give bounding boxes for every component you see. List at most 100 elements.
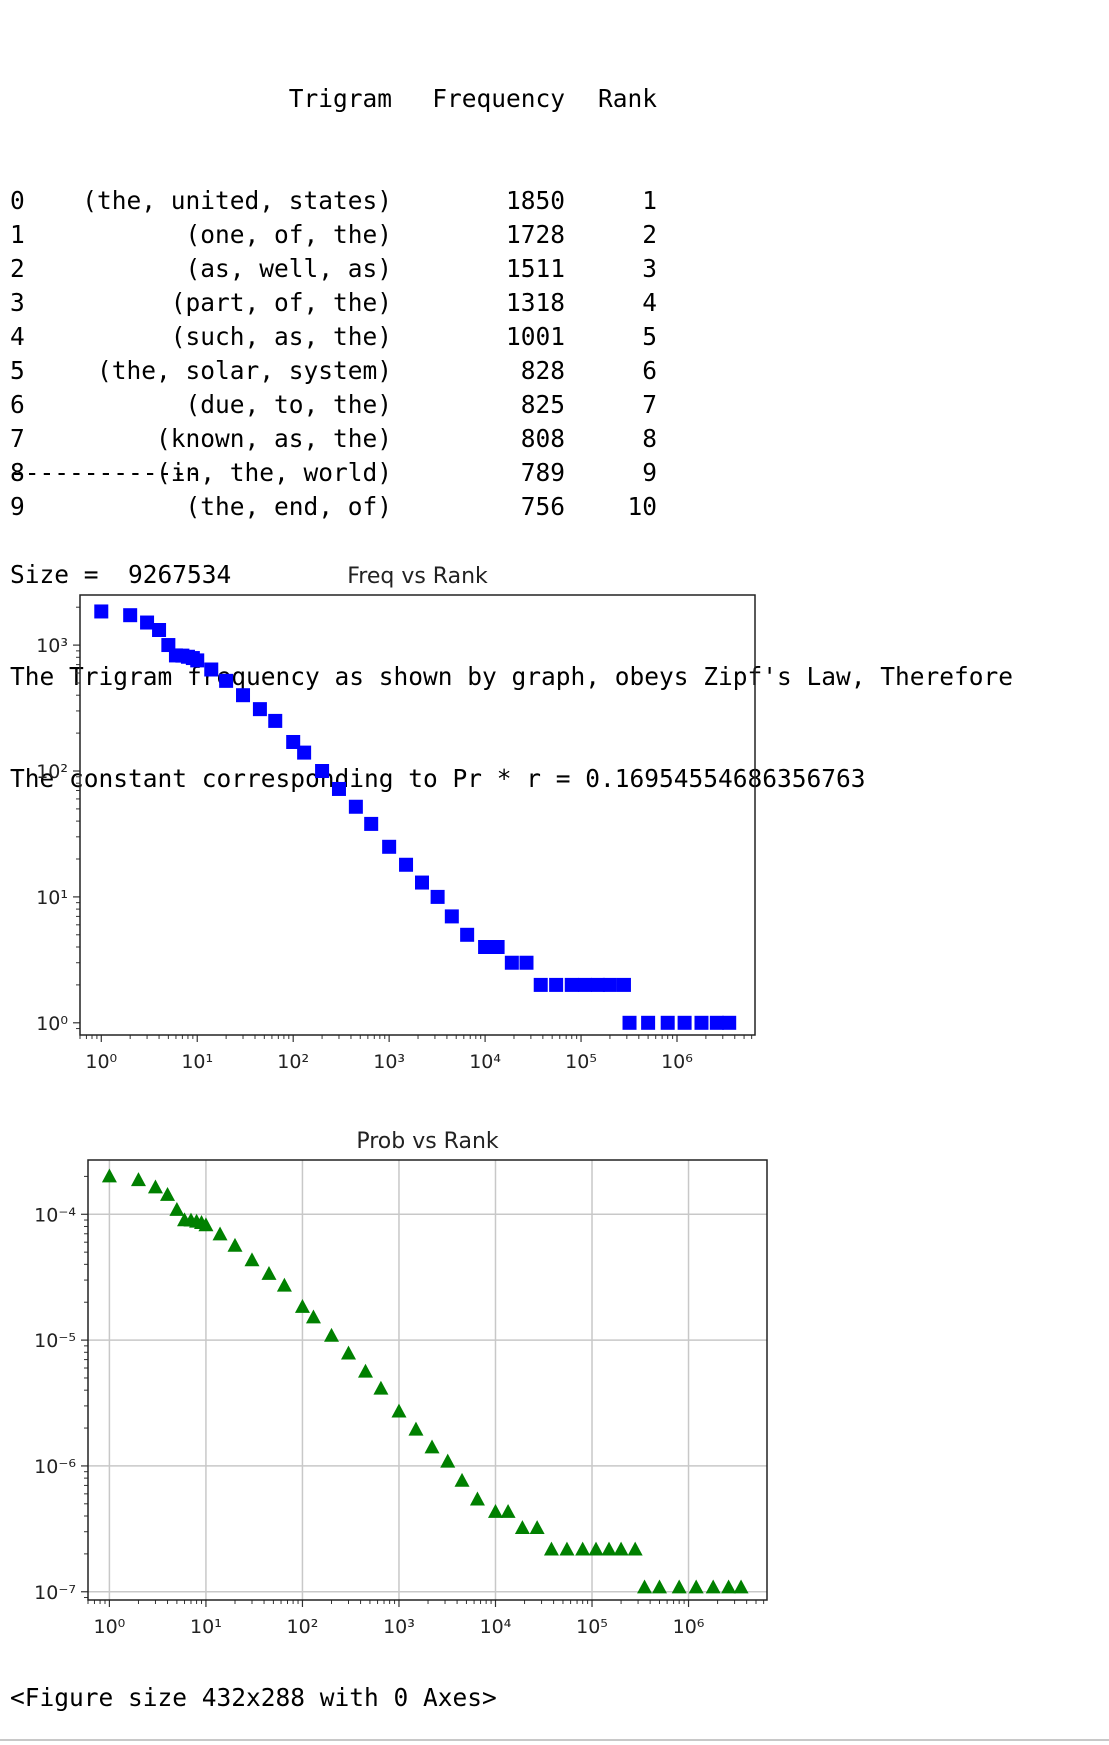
table-cell-rank: 8 xyxy=(642,424,657,453)
data-point xyxy=(341,1345,357,1360)
data-point xyxy=(722,1015,737,1030)
table-row: 2 (as, well, as) 1511 3 xyxy=(10,252,657,286)
data-point xyxy=(622,1015,637,1030)
data-point xyxy=(373,1380,389,1395)
data-point xyxy=(440,1453,456,1468)
x-tick-label: 10⁶ xyxy=(661,1051,693,1073)
figure-size-note: <Figure size 432x288 with 0 Axes> xyxy=(10,1683,497,1712)
data-point xyxy=(478,940,493,954)
data-point xyxy=(613,1541,629,1556)
data-point xyxy=(190,653,205,668)
data-point xyxy=(500,1503,516,1518)
table-row: 3 (part, of, the) 1318 4 xyxy=(10,286,657,320)
plot-frame xyxy=(79,594,756,1036)
x-tick-label: 10⁰ xyxy=(85,1051,117,1073)
x-tick-label: 10⁰ xyxy=(94,1616,126,1638)
data-point xyxy=(261,1265,277,1280)
table-cell-frequency: 789 xyxy=(520,458,565,487)
table-row: 0 (the, united, states) 1850 1 xyxy=(10,184,657,218)
table-row: 1 (one, of, the) 1728 2 xyxy=(10,218,657,252)
data-point xyxy=(123,608,138,623)
table-cell-frequency: 808 xyxy=(520,424,565,453)
data-point xyxy=(694,1015,709,1030)
data-point xyxy=(709,1015,724,1030)
data-point xyxy=(721,1579,737,1594)
x-tick-label: 10¹ xyxy=(190,1616,222,1638)
data-point xyxy=(430,889,445,904)
chart-title: Prob vs Rank xyxy=(356,1129,499,1154)
x-tick-label: 10⁵ xyxy=(576,1616,608,1638)
y-tick-label: 10¹ xyxy=(36,887,68,909)
table-cell-frequency: 828 xyxy=(520,356,565,385)
prob-vs-rank-chart: Prob vs Rank 10⁰ 10¹ 10² 10³ 10⁴ 10⁵ 10⁶ 10⁻⁷ 10⁻… xyxy=(34,1129,768,1638)
table-cell-index: 2 xyxy=(10,254,25,283)
data-point xyxy=(101,1168,117,1183)
table-cell-index: 1 xyxy=(10,220,25,249)
zipf-statement: The Trigram frequency as shown by graph,… xyxy=(10,662,1014,691)
x-tick-label: 10⁴ xyxy=(469,1051,501,1073)
y-tick-label: 10⁻⁶ xyxy=(34,1456,76,1478)
data-point xyxy=(252,702,267,717)
table-cell-trigram: (part, of, the) xyxy=(170,288,392,317)
data-point xyxy=(348,799,363,814)
x-tick-label: 10² xyxy=(277,1051,309,1073)
data-point xyxy=(616,977,631,992)
data-point xyxy=(130,1172,146,1187)
data-point xyxy=(564,977,579,992)
data-point xyxy=(588,1541,604,1556)
table-cell-index: 8 xyxy=(10,458,25,487)
data-point xyxy=(382,839,397,854)
data-point xyxy=(94,604,109,619)
data-point xyxy=(627,1541,643,1556)
data-point xyxy=(169,1202,185,1216)
table-cell-frequency: 756 xyxy=(520,492,565,521)
table-row: 6 (due, to, the) 825 7 xyxy=(10,388,657,422)
data-point xyxy=(514,1520,530,1535)
data-point xyxy=(733,1579,749,1594)
data-point xyxy=(454,1472,470,1487)
data-point xyxy=(602,977,617,992)
output-bottom-divider xyxy=(0,1739,1109,1741)
data-point xyxy=(244,1252,260,1267)
data-point xyxy=(575,1541,591,1556)
data-point xyxy=(160,1186,176,1201)
freq-vs-rank-chart: Freq vs Rank 10⁰ 10¹ 10² 10³ 10⁴ 10⁵ 10⁶ 10⁰ 10¹ 1… xyxy=(36,564,756,1073)
table-cell-rank: 3 xyxy=(642,254,657,283)
x-tick-label: 10¹ xyxy=(181,1051,213,1073)
data-point xyxy=(590,977,605,992)
table-cell-index: 3 xyxy=(10,288,25,317)
separator-line: ------------- xyxy=(10,458,202,487)
x-tick-label: 10⁴ xyxy=(480,1616,512,1638)
table-cell-rank: 10 xyxy=(627,492,657,521)
table-cell-trigram: (the, end, of) xyxy=(185,492,392,521)
table-cell-trigram: (in, the, world) xyxy=(155,458,392,487)
table-header-frequency: Frequency xyxy=(432,84,565,113)
x-tick-label: 10⁵ xyxy=(565,1051,597,1073)
data-point xyxy=(268,713,283,728)
data-point xyxy=(414,875,429,890)
data-point xyxy=(399,857,414,872)
data-point xyxy=(660,1015,675,1030)
data-point xyxy=(543,1541,559,1556)
table-cell-trigram: (known, as, the) xyxy=(155,424,392,453)
data-point xyxy=(286,734,301,749)
data-point xyxy=(219,673,234,688)
data-point xyxy=(469,1491,485,1506)
table-cell-trigram: (due, to, the) xyxy=(185,390,392,419)
data-point xyxy=(705,1579,721,1594)
data-point xyxy=(688,1579,704,1594)
data-point xyxy=(152,623,167,638)
data-point xyxy=(519,955,534,970)
data-point xyxy=(487,1503,503,1518)
data-point xyxy=(408,1421,424,1436)
table-cell-frequency: 1850 xyxy=(505,186,565,215)
size-line: Size = 9267534 xyxy=(10,560,232,589)
table-cell-frequency: 1318 xyxy=(505,288,565,317)
y-tick-label: 10⁻⁴ xyxy=(34,1204,76,1226)
x-tick-label: 10² xyxy=(287,1616,319,1638)
table-cell-index: 9 xyxy=(10,492,25,521)
data-point xyxy=(315,764,330,778)
table-row: 4 (such, as, the) 1001 5 xyxy=(10,320,657,354)
table-header-index xyxy=(10,82,52,116)
data-point xyxy=(504,955,519,970)
